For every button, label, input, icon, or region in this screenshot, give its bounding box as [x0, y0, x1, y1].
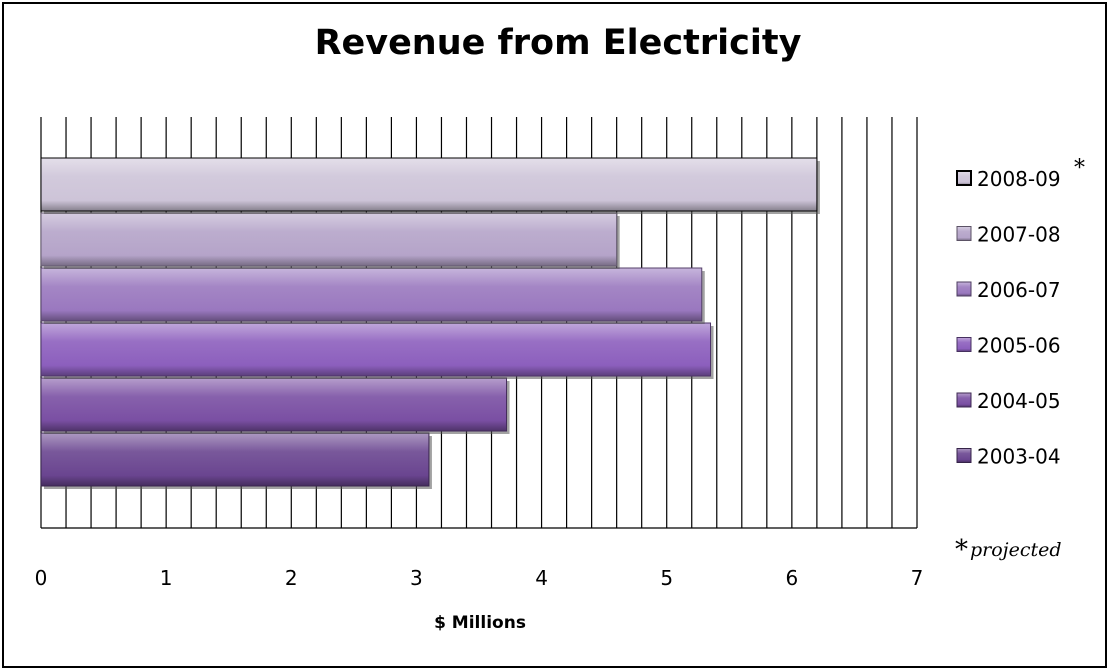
x-tick-label: 1	[160, 566, 173, 590]
bar-2003-04	[40, 432, 432, 489]
x-tick-label: 3	[410, 566, 423, 590]
bar-2008-09	[40, 157, 820, 214]
legend-item-2007-08: 2007-08	[956, 223, 1061, 247]
legend-label: 2006-07	[977, 278, 1061, 302]
bar-2005-06	[40, 322, 714, 379]
bar-2004-05	[40, 377, 510, 434]
x-tick-label: 0	[35, 566, 48, 590]
legend-label: 2003-04	[977, 445, 1061, 469]
footnote-marker: *	[955, 535, 968, 565]
x-tick-label: 7	[911, 566, 924, 590]
legend-label: 2007-08	[977, 223, 1061, 247]
legend-swatch	[956, 337, 972, 352]
legend-label: 2005-06	[977, 334, 1061, 358]
legend-swatch	[956, 170, 972, 186]
legend-label: 2008-09	[977, 167, 1061, 191]
x-tick-labels: 0 1 2 3 4 5 6 7	[35, 566, 924, 590]
legend-swatch	[956, 226, 972, 241]
footnote: * projected	[955, 535, 1062, 565]
bar-2007-08	[40, 212, 620, 269]
legend-swatch	[956, 392, 972, 408]
legend-item-2004-05: 2004-05	[956, 389, 1061, 413]
legend-label: 2004-05	[977, 389, 1061, 413]
bar-rect	[40, 322, 712, 377]
bar-rect	[40, 157, 818, 212]
legend-marker: *	[1074, 156, 1085, 181]
bar-2006-07	[40, 267, 705, 324]
chart-title: Revenue from Electricity	[315, 23, 802, 63]
legend: 2008-09 * 2007-08 2006-07 2005-06 2004-05 2003…	[956, 156, 1085, 469]
x-tick-label: 2	[285, 566, 298, 590]
x-tick-label: 5	[660, 566, 673, 590]
bars	[40, 157, 820, 489]
x-tick-label: 6	[785, 566, 798, 590]
bar-rect	[40, 432, 430, 487]
legend-item-2003-04: 2003-04	[956, 445, 1061, 469]
legend-item-2008-09: 2008-09 *	[956, 156, 1085, 191]
legend-item-2005-06: 2005-06	[956, 334, 1061, 358]
legend-swatch	[956, 281, 972, 297]
bar-rect	[40, 377, 508, 432]
x-tick-label: 4	[535, 566, 548, 590]
legend-item-2006-07: 2006-07	[956, 278, 1061, 302]
x-axis-label: $ Millions	[434, 613, 526, 633]
legend-swatch	[956, 448, 972, 463]
bar-rect	[40, 212, 618, 267]
footnote-text: projected	[970, 539, 1062, 561]
bar-rect	[40, 267, 703, 322]
